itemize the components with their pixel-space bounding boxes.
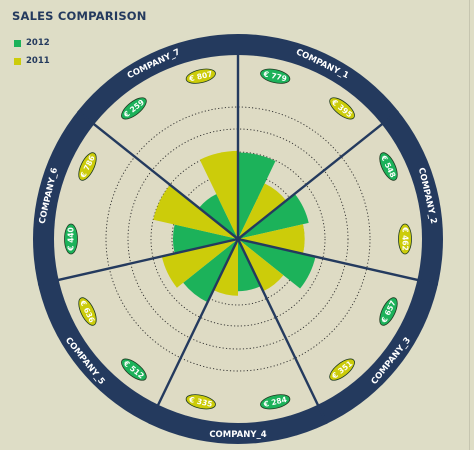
chart-title: SALES COMPARISON <box>12 9 147 23</box>
category-label-company_4: COMPANY_4 <box>209 430 266 440</box>
gridline-right <box>469 0 470 450</box>
grid-circle-5 <box>105 106 371 372</box>
spokes <box>37 34 439 425</box>
value-label-2011-company_2: € 462 <box>398 223 412 255</box>
value-label-2012-company_5-pill <box>121 358 147 381</box>
value-label-2012-company_6-text: € 440 <box>67 227 76 252</box>
value-label-2011-company_7: € 807 <box>185 68 216 84</box>
bar-2011-company_7 <box>199 150 238 239</box>
value-label-2012-company_3-pill <box>379 297 398 326</box>
value-label-2012-company_6-pill <box>64 223 78 255</box>
value-label-2012-company_4: € 284 <box>260 394 291 410</box>
value-label-2012-company_1-pill <box>260 68 291 84</box>
bars <box>153 150 316 303</box>
value-label-2011-company_6-pill <box>78 152 97 181</box>
legend-item-2011: 2011 <box>14 54 50 68</box>
bar-2012-company_6 <box>172 224 238 254</box>
value-label-2012-company_6: € 440 <box>64 223 78 255</box>
spoke-7 <box>76 110 239 240</box>
spoke-6 <box>37 237 239 286</box>
bar-2011-company_3 <box>238 239 284 292</box>
value-label-2011-company_4: € 335 <box>185 394 216 410</box>
spoke-3 <box>237 237 439 286</box>
legend-swatch-2012 <box>14 39 21 47</box>
value-label-2011-company_2-pill <box>398 223 412 255</box>
bar-2012-company_7 <box>199 194 238 239</box>
value-label-2012-company_4-pill <box>260 394 291 410</box>
legend-label-2012: 2012 <box>26 38 50 48</box>
spoke-4 <box>236 238 328 425</box>
bar-2011-company_6 <box>153 184 238 239</box>
value-label-2011-company_2-text: € 462 <box>400 226 409 251</box>
legend: 2012 2011 <box>14 36 50 72</box>
grid-circle-3 <box>150 151 326 327</box>
bar-2012-company_5 <box>183 239 238 303</box>
bar-2012-company_1 <box>238 152 276 239</box>
value-label-2011-company_7-pill <box>185 68 216 84</box>
value-label-2012-company_7-pill <box>121 97 147 120</box>
bar-2011-company_1 <box>238 183 287 239</box>
legend-swatch-2011 <box>14 57 21 65</box>
bar-2011-company_2 <box>238 224 305 254</box>
value-label-2012-company_2-pill <box>379 152 398 181</box>
value-label-2011-company_5-pill <box>78 297 97 326</box>
spoke-5 <box>148 238 240 425</box>
value-label-2011-company_3-pill <box>329 358 355 381</box>
bar-2012-company_2 <box>238 193 309 239</box>
value-label-2011-company_4-pill <box>185 394 216 410</box>
legend-item-2012: 2012 <box>14 36 50 50</box>
bar-2011-company_5 <box>161 239 238 288</box>
value-label-2012-company_1: € 779 <box>260 68 291 84</box>
legend-label-2011: 2011 <box>26 56 50 66</box>
bar-2012-company_3 <box>238 239 316 289</box>
spoke-2 <box>237 110 400 240</box>
value-label-2011-company_1-pill <box>329 97 355 120</box>
